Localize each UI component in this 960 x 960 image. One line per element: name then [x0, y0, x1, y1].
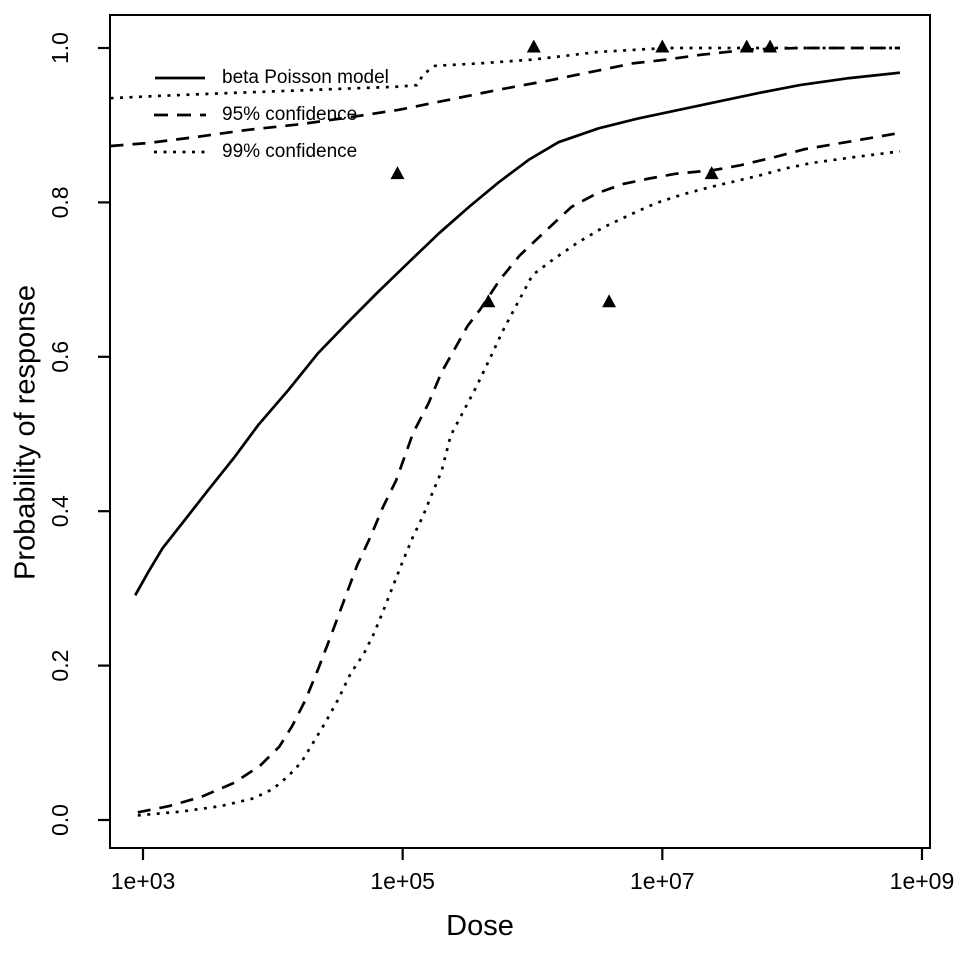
x-tick-label: 1e+07 [630, 868, 695, 894]
curve-95-confidence-lower [137, 131, 901, 814]
data-point-triangle [526, 39, 541, 53]
plot-border [109, 14, 931, 849]
curve-99-confidence-upper [110, 46, 900, 100]
y-tick-label: 0.2 [47, 650, 73, 682]
data-point-triangle [602, 294, 617, 308]
x-axis-title: Dose [446, 910, 514, 942]
legend-item-beta-poisson: beta Poisson model [152, 59, 389, 96]
legend-label: 99% confidence [222, 140, 358, 162]
data-point-triangle [390, 166, 405, 180]
x-tick-label: 1e+05 [370, 868, 435, 894]
curve-95-confidence-upper [110, 46, 900, 148]
curve-beta-poisson-model [134, 71, 901, 596]
legend: beta Poisson model 95% confidence 99% co… [152, 59, 389, 170]
data-point-triangle [655, 39, 670, 53]
x-tick-label: 1e+03 [111, 868, 176, 894]
y-axis-title: Probability of response [9, 285, 42, 580]
y-tick-label: 0.8 [47, 186, 73, 218]
legend-item-95-confidence: 95% confidence [152, 96, 389, 133]
dotted-line-icon [154, 150, 206, 153]
solid-line-icon [155, 76, 205, 79]
legend-label: 95% confidence [222, 103, 358, 125]
data-point-triangle [739, 39, 754, 53]
y-tick-label: 1.0 [47, 32, 73, 64]
y-tick-label: 0.4 [47, 495, 73, 527]
data-point-triangle [763, 39, 778, 53]
y-tick-label: 0.6 [47, 341, 73, 373]
legend-label: beta Poisson model [222, 66, 389, 88]
legend-item-99-confidence: 99% confidence [152, 133, 389, 170]
data-point-triangle [481, 294, 496, 308]
curve-99-confidence-lower [137, 150, 901, 817]
data-point-triangle [704, 166, 719, 180]
x-tick-label: 1e+09 [890, 868, 955, 894]
dashed-line-icon [154, 113, 206, 116]
y-tick-label: 0.0 [47, 804, 73, 836]
